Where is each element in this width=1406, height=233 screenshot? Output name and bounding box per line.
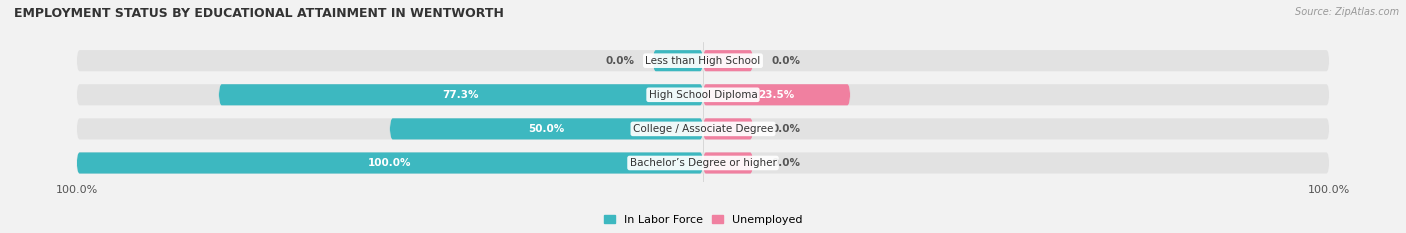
Text: Bachelor’s Degree or higher: Bachelor’s Degree or higher xyxy=(630,158,776,168)
FancyBboxPatch shape xyxy=(703,118,754,140)
Text: 0.0%: 0.0% xyxy=(772,158,801,168)
FancyBboxPatch shape xyxy=(77,84,1329,105)
Text: 23.5%: 23.5% xyxy=(758,90,794,100)
FancyBboxPatch shape xyxy=(77,50,1329,71)
Text: 0.0%: 0.0% xyxy=(772,56,801,66)
Text: Source: ZipAtlas.com: Source: ZipAtlas.com xyxy=(1295,7,1399,17)
Text: College / Associate Degree: College / Associate Degree xyxy=(633,124,773,134)
Text: 100.0%: 100.0% xyxy=(368,158,412,168)
Text: 77.3%: 77.3% xyxy=(443,90,479,100)
Legend: In Labor Force, Unemployed: In Labor Force, Unemployed xyxy=(599,210,807,229)
FancyBboxPatch shape xyxy=(219,84,703,105)
FancyBboxPatch shape xyxy=(703,152,754,174)
Text: Less than High School: Less than High School xyxy=(645,56,761,66)
Text: 50.0%: 50.0% xyxy=(529,124,565,134)
FancyBboxPatch shape xyxy=(77,118,1329,140)
FancyBboxPatch shape xyxy=(703,84,851,105)
Text: High School Diploma: High School Diploma xyxy=(648,90,758,100)
FancyBboxPatch shape xyxy=(703,50,754,71)
FancyBboxPatch shape xyxy=(389,118,703,140)
FancyBboxPatch shape xyxy=(77,152,1329,174)
FancyBboxPatch shape xyxy=(77,152,703,174)
Text: 0.0%: 0.0% xyxy=(605,56,634,66)
Text: EMPLOYMENT STATUS BY EDUCATIONAL ATTAINMENT IN WENTWORTH: EMPLOYMENT STATUS BY EDUCATIONAL ATTAINM… xyxy=(14,7,503,20)
Text: 0.0%: 0.0% xyxy=(772,124,801,134)
FancyBboxPatch shape xyxy=(652,50,703,71)
